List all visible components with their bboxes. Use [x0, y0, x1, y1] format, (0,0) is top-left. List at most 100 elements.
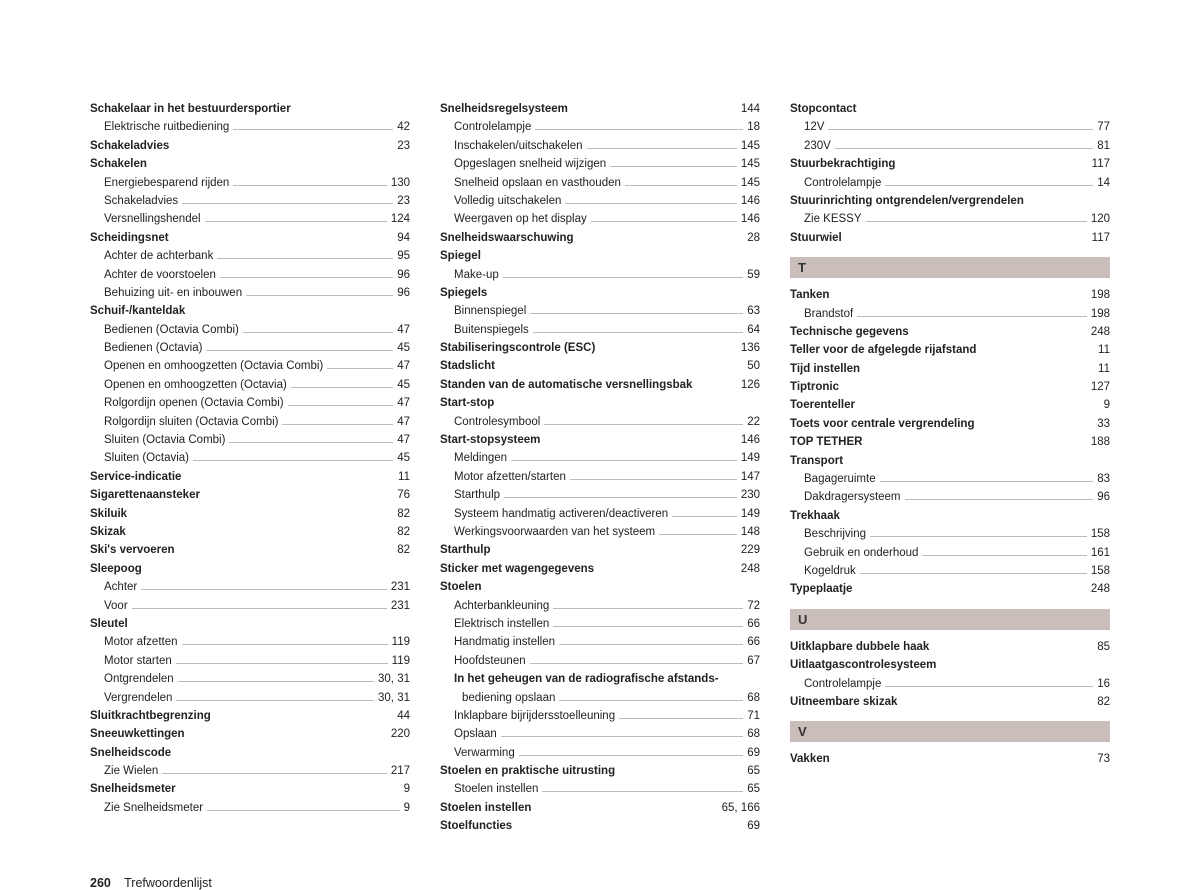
index-entry: Energiebesparend rijden130	[90, 174, 410, 192]
leader-dots	[182, 644, 388, 645]
entry-label: Stoelfuncties	[440, 817, 512, 835]
entry-label: Rolgordijn sluiten (Octavia Combi)	[90, 413, 278, 431]
entry-label: Teller voor de afgelegde rijafstand	[790, 341, 976, 359]
index-entry: Systeem handmatig activeren/deactiveren1…	[440, 505, 760, 523]
entry-page: 45	[397, 339, 410, 357]
index-header: Schakelaar in het bestuurdersportier	[90, 100, 410, 118]
letter-bar: V	[790, 721, 1110, 742]
entry-label: Bagageruimte	[790, 470, 876, 488]
index-header: Sleutel	[90, 615, 410, 633]
index-header: Start-stop	[440, 394, 760, 412]
index-entry: Controlelampje16	[790, 675, 1110, 693]
entry-page: 45	[397, 376, 410, 394]
entry-label: 230V	[790, 137, 831, 155]
entry-page: 64	[747, 321, 760, 339]
index-entry-bold: Tijd instellen11	[790, 360, 1110, 378]
index-header: Spiegels	[440, 284, 760, 302]
entry-label: Energiebesparend rijden	[90, 174, 229, 192]
entry-page: 47	[397, 413, 410, 431]
index-entry: Weergaven op het display146	[440, 210, 760, 228]
entry-label: Controlelampje	[440, 118, 531, 136]
entry-label: Toets voor centrale vergrendeling	[790, 415, 974, 433]
entry-page: 77	[1097, 118, 1110, 136]
entry-page: 65	[747, 780, 760, 798]
index-entry: Controlelampje14	[790, 174, 1110, 192]
leader-dots	[233, 129, 393, 130]
leader-dots	[519, 755, 743, 756]
leader-dots	[535, 129, 743, 130]
index-entry: Achter231	[90, 578, 410, 596]
index-entry: Sluiten (Octavia Combi)47	[90, 431, 410, 449]
index-entry: 12V77	[790, 118, 1110, 136]
entry-page: 83	[1097, 470, 1110, 488]
leader-dots	[233, 185, 387, 186]
entry-page: 9	[404, 780, 410, 798]
leader-dots	[565, 203, 736, 204]
index-entry-bold: Sluitkrachtbegrenzing44	[90, 707, 410, 725]
entry-page: 146	[741, 431, 760, 449]
entry-page: 82	[397, 505, 410, 523]
index-entry-bold: Tanken198	[790, 286, 1110, 304]
entry-page: 66	[747, 633, 760, 651]
entry-page: 11	[1098, 360, 1110, 378]
leader-dots	[176, 663, 388, 664]
entry-label: Stoelen instellen	[440, 780, 538, 798]
leader-dots	[922, 555, 1086, 556]
index-header: Schakelen	[90, 155, 410, 173]
index-header: Spiegel	[440, 247, 760, 265]
entry-label: Motor afzetten	[90, 633, 178, 651]
entry-page: 198	[1091, 305, 1110, 323]
entry-label: Voor	[90, 597, 128, 615]
entry-label: Skiluik	[90, 505, 127, 523]
index-entry-bold: Skizak82	[90, 523, 410, 541]
entry-page: 230	[741, 486, 760, 504]
entry-label: Bedienen (Octavia Combi)	[90, 321, 239, 339]
entry-page: 69	[747, 817, 760, 835]
index-header: Stopcontact	[790, 100, 1110, 118]
index-entry: Achter de voorstoelen96	[90, 266, 410, 284]
entry-label: Vakken	[790, 750, 830, 768]
leader-dots	[866, 221, 1087, 222]
entry-page: 95	[397, 247, 410, 265]
entry-page: 248	[1091, 323, 1110, 341]
leader-dots	[885, 686, 1093, 687]
index-entry: Beschrijving158	[790, 525, 1110, 543]
entry-page: 23	[397, 192, 410, 210]
index-entry: Snelheid opslaan en vasthouden145	[440, 174, 760, 192]
entry-label: TOP TETHER	[790, 433, 862, 451]
entry-page: 47	[397, 321, 410, 339]
entry-label: Brandstof	[790, 305, 853, 323]
entry-label: Gebruik en onderhoud	[790, 544, 918, 562]
index-entry-bold: Uitneembare skizak82	[790, 693, 1110, 711]
index-entry: Elektrische ruitbediening42	[90, 118, 410, 136]
column-2: Snelheidsregelsysteem144Controlelampje18…	[440, 100, 760, 836]
leader-dots	[559, 700, 743, 701]
index-columns: Schakelaar in het bestuurdersportierElek…	[90, 100, 1110, 836]
index-entry-bold: Sneeuwkettingen220	[90, 725, 410, 743]
index-entry: Motor afzetten119	[90, 633, 410, 651]
leader-dots	[511, 460, 737, 461]
entry-page: 9	[404, 799, 410, 817]
entry-page: 158	[1091, 562, 1110, 580]
entry-page: 22	[747, 413, 760, 431]
entry-label: Controlelampje	[790, 675, 881, 693]
leader-dots	[530, 663, 744, 664]
index-entry-bold: TOP TETHER188	[790, 433, 1110, 451]
entry-label: bediening opslaan	[462, 689, 555, 707]
entry-label: Tanken	[790, 286, 829, 304]
index-entry-bold: Scheidingsnet94	[90, 229, 410, 247]
entry-page: 127	[1091, 378, 1110, 396]
index-entry-bold: Teller voor de afgelegde rijafstand11	[790, 341, 1110, 359]
entry-label: Verwarming	[440, 744, 515, 762]
entry-label: Snelheidsregelsysteem	[440, 100, 568, 118]
entry-label: Dakdragersysteem	[790, 488, 901, 506]
entry-page: 231	[391, 597, 410, 615]
entry-page: 63	[747, 302, 760, 320]
index-entry: Dakdragersysteem96	[790, 488, 1110, 506]
entry-label: Achter	[90, 578, 137, 596]
entry-page: 11	[398, 468, 410, 486]
entry-label: Ontgrendelen	[90, 670, 174, 688]
index-entry: 230V81	[790, 137, 1110, 155]
index-entry-bold: Schakeladvies23	[90, 137, 410, 155]
index-entry-bold: Vakken73	[790, 750, 1110, 768]
